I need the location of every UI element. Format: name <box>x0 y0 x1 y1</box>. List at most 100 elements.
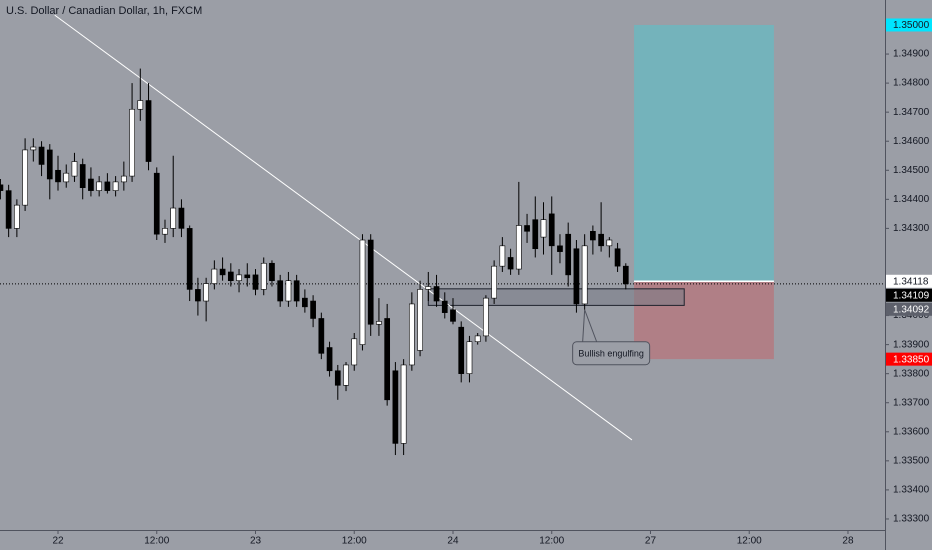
price-label: 1.34118 <box>893 276 929 287</box>
y-tick-label: 1.33900 <box>893 339 930 350</box>
candle-body <box>458 326 465 374</box>
candle-body <box>5 190 12 229</box>
y-tick-label: 1.33300 <box>893 514 930 525</box>
x-tick-label: 27 <box>645 536 657 547</box>
callout-pointer <box>582 309 598 342</box>
candle-body <box>441 300 448 313</box>
candle-body <box>46 149 53 180</box>
candle-body <box>499 245 506 267</box>
x-tick-label: 22 <box>52 536 64 547</box>
candle-body <box>195 289 201 302</box>
candle-body <box>269 262 275 281</box>
candle-body <box>400 364 407 444</box>
candle-body <box>302 297 308 308</box>
price-label: 1.34109 <box>893 290 930 301</box>
candle-body <box>565 233 572 276</box>
candle-body <box>590 230 596 241</box>
candle-body <box>491 265 497 299</box>
candle-body <box>252 274 259 290</box>
chart-title: U.S. Dollar / Canadian Dollar, 1h, FXCM <box>6 5 202 17</box>
candle-body <box>310 300 316 319</box>
price-label-bg <box>886 288 932 302</box>
candle-body <box>260 262 267 290</box>
candle-body <box>614 248 621 267</box>
y-tick-label: 1.34700 <box>893 107 930 118</box>
y-tick-label: 1.33600 <box>893 426 930 437</box>
candle-body <box>38 146 45 165</box>
y-tick-label: 1.33700 <box>893 397 930 408</box>
profit-zone <box>634 24 774 282</box>
candle-body <box>227 271 234 281</box>
candle-body <box>88 178 94 191</box>
candle-body <box>211 268 218 284</box>
trendline <box>54 14 633 441</box>
candle-body <box>14 204 20 229</box>
candle-body <box>557 245 563 252</box>
candle-body <box>79 164 86 189</box>
y-tick-label: 1.33800 <box>893 368 930 379</box>
candle-body <box>63 172 70 183</box>
price-label: 1.35000 <box>893 20 930 31</box>
candle-body <box>515 225 522 270</box>
candle-body <box>376 321 382 325</box>
candle-body <box>384 318 391 401</box>
callout-box <box>572 341 651 366</box>
candle-body <box>145 100 152 162</box>
x-tick-label: 12:00 <box>144 536 169 547</box>
price-label: 1.34092 <box>893 304 930 315</box>
y-tick-label: 1.34500 <box>893 165 930 176</box>
candle-body <box>483 297 489 337</box>
price-label-bg <box>886 302 932 316</box>
candle-body <box>581 245 588 305</box>
support-zone <box>427 288 685 306</box>
candle-body <box>450 309 456 322</box>
candle-body <box>359 239 366 345</box>
y-tick-label: 1.33500 <box>893 455 930 466</box>
candle-body <box>524 225 530 232</box>
candle-body <box>392 370 399 444</box>
candle-body <box>277 280 284 302</box>
price-label-bg <box>886 274 932 288</box>
candle-body <box>186 228 193 290</box>
candle-body <box>573 248 580 305</box>
candle-body <box>137 100 144 110</box>
candle-body <box>433 286 440 302</box>
candle-body <box>408 303 415 366</box>
y-tick-label: 1.33400 <box>893 485 930 496</box>
price-label-bg <box>886 352 932 366</box>
candle-body <box>318 318 325 354</box>
y-tick-label: 1.34900 <box>893 49 930 60</box>
candle-body <box>474 335 481 343</box>
x-tick-label: 28 <box>842 536 854 547</box>
candle-body <box>540 219 547 238</box>
x-tick-label: 24 <box>447 536 459 547</box>
candle-body <box>466 341 473 374</box>
candle-body <box>244 274 251 279</box>
candle-body <box>343 364 349 386</box>
y-tick-label: 1.34800 <box>893 78 930 89</box>
candle-body <box>367 239 374 325</box>
candle-body <box>326 347 333 372</box>
candle-body <box>55 169 61 183</box>
x-tick-label: 12:00 <box>539 536 564 547</box>
candle-body <box>285 280 292 302</box>
candle-body <box>96 181 103 191</box>
candle-body <box>129 108 135 177</box>
candle-body <box>425 286 432 290</box>
candle-body <box>104 181 111 191</box>
candle-body <box>293 280 300 302</box>
candle-body <box>532 219 539 250</box>
candle-body <box>548 213 555 247</box>
candle-body <box>112 181 119 191</box>
y-tick-label: 1.34400 <box>893 194 930 205</box>
x-tick-label: 12:00 <box>342 536 367 547</box>
candle-body <box>351 338 358 366</box>
candle-body <box>22 149 28 206</box>
candle-body <box>170 207 177 229</box>
y-tick-label: 1.34600 <box>893 136 930 147</box>
candle-body <box>178 207 185 229</box>
candle-body <box>0 184 4 191</box>
candle-body <box>598 233 604 247</box>
candle-body <box>219 268 226 276</box>
candle-body <box>417 289 423 351</box>
